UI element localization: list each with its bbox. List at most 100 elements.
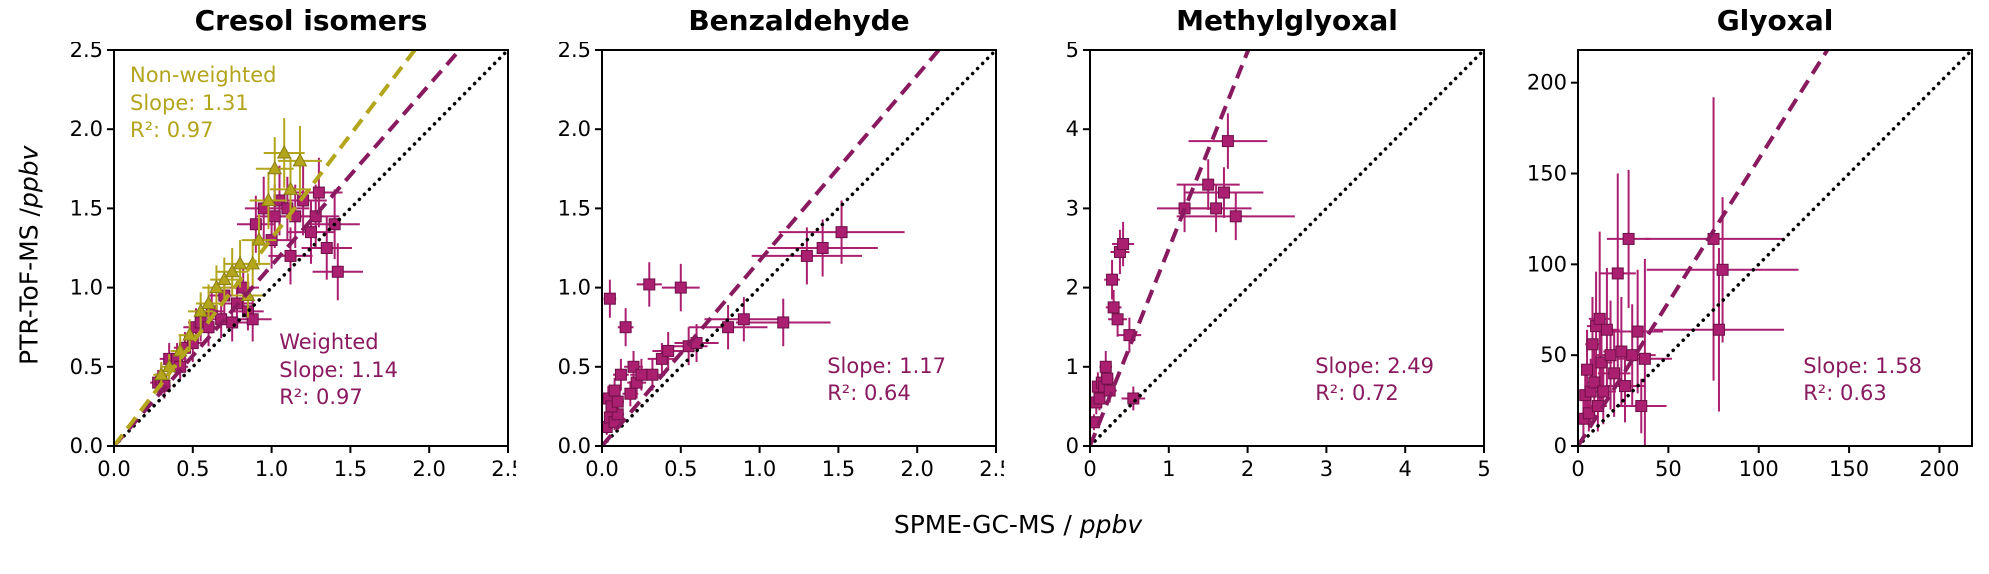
data-point-square (1217, 186, 1230, 199)
panels-row: Cresol isomers 0.0 0.5 1.0 1.5 2.0 2.5 0.0 0.5 1.… (56, 0, 1989, 508)
y-tick-label: 3 (1066, 196, 1079, 220)
plot-methylglyoxal: 0 1 2 3 4 5 0 1 2 3 4 5 (1066, 38, 1491, 481)
x-tick-label: 0.5 (664, 457, 697, 481)
data-point-square (722, 321, 735, 334)
identity-line (602, 50, 996, 446)
data-point-square (655, 352, 668, 365)
x-tick-label: 50 (1655, 457, 1682, 481)
y-tick-label: 0.0 (558, 434, 591, 458)
data-point-square (1106, 273, 1119, 286)
data-point-square (624, 387, 637, 400)
x-tick-label: 4 (1399, 457, 1412, 481)
data-point-square (1582, 407, 1595, 420)
data-point-square (662, 344, 675, 357)
data-point-triangle (224, 263, 240, 278)
data-point-square (1604, 349, 1617, 362)
annotation-line: Non-weighted (130, 63, 277, 87)
y-tick-label: 50 (1540, 343, 1567, 367)
data-point-square (312, 186, 325, 199)
weighted-fit (602, 50, 942, 446)
weighted-fit (1090, 50, 1251, 446)
annotation-line: Weighted (279, 329, 379, 354)
data-point-triangle (193, 303, 209, 317)
data-point-square (309, 210, 322, 223)
x-tick-label: 2.0 (412, 457, 445, 481)
data-point-square (305, 226, 317, 239)
data-point-triangle (216, 271, 232, 286)
plot-glyoxal: 0 50 100 150 200 0 50 100 150 200 (1527, 49, 1973, 481)
panel-glyoxal: Glyoxal 0 50 100 150 200 0 50 100 150 200 Slope: 1.… (1520, 4, 1980, 508)
data-point-square (835, 226, 848, 239)
y-tick-label: 1 (1066, 355, 1079, 379)
weighted-fit (114, 50, 463, 446)
y-tick-label: 2 (1066, 276, 1079, 300)
data-point-square (1622, 232, 1635, 245)
x-tick-label: 2.5 (979, 457, 1004, 481)
y-tick-label: 150 (1527, 162, 1567, 186)
data-point-square (1221, 135, 1234, 148)
x-axis-label-text: SPME-GC-MS / (893, 510, 1080, 539)
data-point-square (1107, 301, 1120, 314)
data-point-square (1638, 352, 1651, 365)
y-tick-label: 1.5 (70, 196, 103, 220)
data-point-triangle (201, 295, 216, 309)
x-tick-label: 0 (1571, 457, 1584, 481)
data-point-triangle (232, 255, 248, 270)
data-point-square (331, 265, 344, 278)
data-point-square (646, 368, 659, 381)
x-tick-label: 1.5 (334, 457, 367, 481)
data-point-square (614, 368, 627, 381)
panel-title-glyoxal: Glyoxal (1716, 4, 1834, 37)
data-point-square (320, 242, 333, 254)
x-tick-label: 5 (1477, 457, 1490, 481)
x-tick-label: 2.5 (491, 457, 516, 481)
data-point-triangle (209, 279, 224, 294)
data-point-square (246, 313, 259, 326)
x-tick-label: 0.0 (97, 457, 130, 481)
panel-title-benzaldehyde: Benzaldehyde (688, 4, 910, 37)
data-point-square (1716, 263, 1729, 276)
annotation-slope-2-49: Slope: 2.49 R²: 0.72 (1315, 353, 1434, 408)
data-point-square (800, 249, 813, 262)
y-tick-label: 100 (1527, 252, 1567, 276)
data-point-triangle (283, 181, 298, 195)
panel-cresol-isomers: Cresol isomers 0.0 0.5 1.0 1.5 2.0 2.5 0.0 0.5 1.… (56, 4, 525, 508)
y-tick-label: 0 (1554, 434, 1567, 458)
data-point-square (1588, 376, 1601, 389)
axis-spines (601, 49, 997, 447)
data-point-square (1117, 238, 1130, 251)
annotation-line: R²: 0.97 (279, 385, 363, 410)
axis-spines (1577, 49, 1973, 447)
x-tick-label: 0.0 (585, 457, 618, 481)
y-axis-label-unit: ppbv (14, 145, 44, 208)
data-point-square (737, 313, 750, 326)
identity-line (114, 50, 508, 446)
data-point-square (635, 368, 648, 381)
data-point-triangle (251, 232, 267, 246)
x-tick-label: 200 (1919, 457, 1959, 481)
y-tick-label: 4 (1066, 117, 1079, 141)
data-point-triangle (276, 144, 292, 159)
y-tick-label: 1.0 (70, 276, 103, 300)
panel-methylglyoxal: Methylglyoxal 0 1 2 3 4 5 0 1 2 3 4 5 Slope: 2.49 R²: … (1032, 4, 1492, 508)
panel-benzaldehyde: Benzaldehyde 0.0 0.5 1.0 1.5 2.0 2.5 0.0 0.5 1.0 1… (544, 4, 1013, 508)
annotation-line: R²: 0.72 (1315, 381, 1399, 406)
axis-spines (113, 49, 509, 447)
data-point-square (1611, 267, 1624, 280)
data-point-square (611, 408, 624, 421)
data-point-triangle (153, 366, 169, 381)
annotation-line: Slope: 1.14 (279, 357, 398, 382)
data-point-square (226, 316, 239, 329)
annotation-slope-1-58: Slope: 1.58 R²: 0.63 (1803, 353, 1922, 408)
x-tick-label: 1 (1162, 457, 1175, 481)
annotation-line: Slope: 1.17 (827, 353, 946, 378)
data-point-triangle (292, 152, 308, 167)
annotation-line: R²: 0.63 (1803, 381, 1887, 406)
data-point-square (777, 316, 790, 329)
data-point-square (1210, 202, 1223, 215)
x-tick-label: 1.5 (822, 457, 855, 481)
annotation-line: Slope: 2.49 (1315, 353, 1434, 378)
data-point-square (1600, 323, 1613, 336)
annotation-line: Slope: 1.31 (130, 90, 249, 115)
y-tick-label: 0.5 (70, 355, 103, 379)
